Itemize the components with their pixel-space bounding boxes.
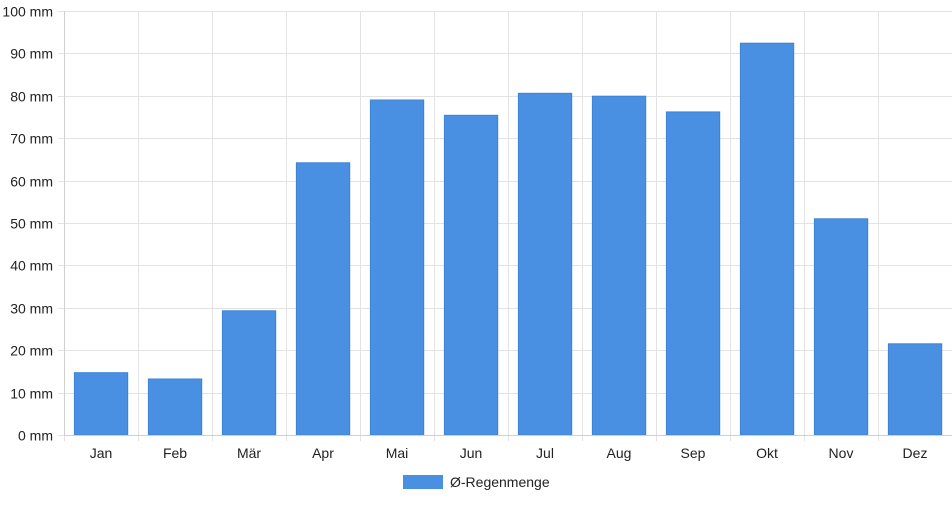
y-tick-label: 80 mm (10, 89, 53, 105)
y-axis: 0 mm 10 mm 20 mm 30 mm 40 mm 50 mm 60 mm 70 mm 8… (2, 4, 65, 444)
x-tick-label: Nov (829, 445, 854, 461)
bar-jun[interactable] (443, 114, 499, 436)
bar-apr[interactable] (295, 162, 351, 436)
bars-layer (73, 42, 943, 436)
y-tick-label: 40 mm (10, 258, 53, 274)
bar-jul[interactable] (517, 92, 573, 436)
legend-swatch (403, 475, 443, 489)
bar-feb[interactable] (147, 378, 203, 436)
y-tick-label: 20 mm (10, 343, 53, 359)
y-tick-label: 100 mm (2, 4, 53, 20)
x-tick-label: Jan (90, 445, 113, 461)
y-tick-label: 0 mm (18, 428, 53, 444)
y-tick-label: 50 mm (10, 216, 53, 232)
legend-label: Ø-Regenmenge (450, 474, 550, 490)
y-tick-label: 90 mm (10, 46, 53, 62)
bar-sep[interactable] (665, 111, 721, 436)
bar-dez[interactable] (887, 343, 943, 436)
y-tick-label: 60 mm (10, 174, 53, 190)
x-tick-label: Jul (536, 445, 554, 461)
x-tick-label: Aug (607, 445, 632, 461)
y-tick-label: 30 mm (10, 301, 53, 317)
x-tick-label: Okt (756, 445, 778, 461)
bar-okt[interactable] (739, 42, 795, 436)
x-axis: Jan Feb Mär Apr Mai Jun Jul Aug Sep Okt Nov Dez (64, 435, 952, 461)
x-tick-label: Mai (386, 445, 409, 461)
x-tick-label: Mär (237, 445, 261, 461)
x-tick-label: Feb (163, 445, 187, 461)
legend[interactable]: Ø-Regenmenge (403, 474, 550, 490)
bar-mai[interactable] (369, 99, 425, 436)
bar-mär[interactable] (221, 310, 277, 436)
y-tick-label: 10 mm (10, 386, 53, 402)
bar-aug[interactable] (591, 95, 647, 436)
x-tick-label: Jun (460, 445, 483, 461)
x-tick-label: Dez (903, 445, 928, 461)
x-tick-label: Apr (312, 445, 334, 461)
y-tick-label: 70 mm (10, 131, 53, 147)
bar-jan[interactable] (73, 372, 129, 436)
x-tick-label: Sep (681, 445, 706, 461)
bar-nov[interactable] (813, 218, 869, 436)
